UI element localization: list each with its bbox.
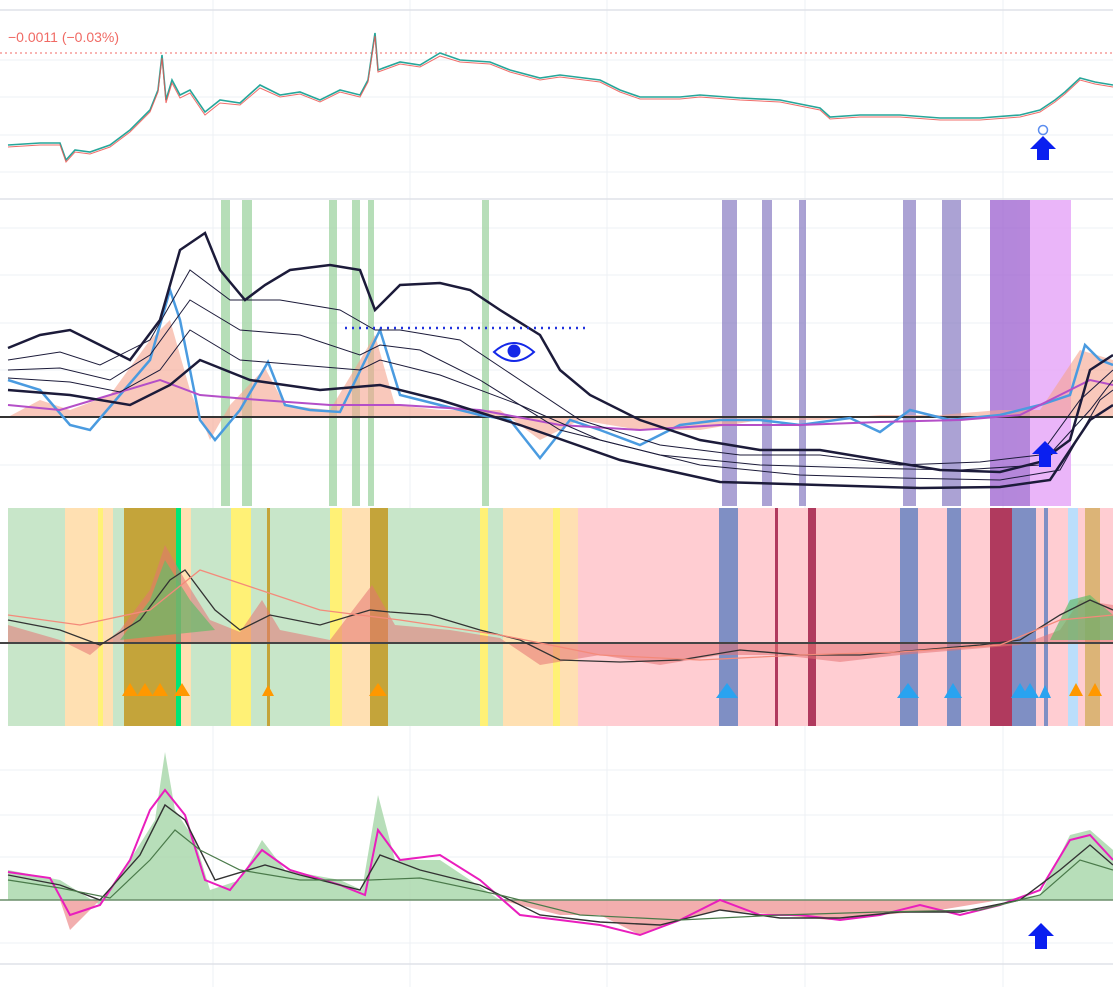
slow-line — [7, 569, 1113, 661]
price-line-down — [7, 35, 1113, 163]
regime-bands — [775, 508, 778, 726]
regime-bands — [1044, 508, 1048, 726]
regime-bands — [330, 508, 342, 726]
signal-line — [7, 803, 1113, 926]
purple-bands — [722, 200, 1030, 506]
regime-bands — [947, 508, 961, 726]
regime-bands — [480, 508, 488, 726]
up-triangles — [122, 683, 138, 696]
slow-line — [7, 378, 1113, 432]
up-triangles — [174, 683, 190, 696]
trend-panel — [0, 508, 1113, 726]
regime-bands — [719, 508, 738, 726]
up-triangles — [369, 683, 387, 696]
eye-icon — [492, 342, 536, 362]
histogram-area — [8, 545, 1113, 665]
signal-arrow — [1032, 441, 1058, 467]
regime-bands — [990, 508, 1012, 726]
blue-triangles — [897, 683, 919, 698]
green-bands — [352, 200, 360, 506]
green-bands — [221, 200, 230, 506]
green-bands — [242, 200, 252, 506]
up-triangles — [262, 685, 274, 696]
up-triangles — [1088, 683, 1102, 696]
oscillator-panel — [0, 200, 1113, 506]
negative-area — [60, 900, 1000, 935]
blue-triangles — [1039, 685, 1051, 698]
slow-line — [7, 829, 1113, 921]
regime-bands — [231, 508, 251, 726]
blue-triangles — [944, 683, 962, 698]
up-triangles — [122, 683, 1102, 696]
eye-icon — [507, 344, 521, 358]
purple-bands — [799, 200, 806, 506]
regime-bands — [808, 508, 816, 726]
envelope-lines — [7, 231, 1113, 490]
green-bands — [482, 200, 489, 506]
price-panel: −0.0011 (−0.03%) — [0, 29, 1113, 163]
green-bands — [329, 200, 337, 506]
purple-bands — [990, 200, 1030, 506]
price-change: −0.0011 (−0.03%) — [8, 29, 119, 45]
histogram-area — [8, 320, 1113, 440]
positive-area — [8, 752, 1113, 905]
purple-bands — [722, 200, 737, 506]
regime-bands — [65, 508, 113, 726]
fast-line — [7, 788, 1113, 937]
signal-line — [7, 569, 1113, 663]
envelope-lines — [7, 329, 1113, 481]
blue-triangles — [716, 683, 1051, 698]
regime-bands — [553, 508, 560, 726]
blue-triangles — [1021, 683, 1039, 698]
up-triangles — [137, 683, 153, 696]
envelope-lines — [7, 269, 1113, 466]
envelope-lines — [7, 358, 1113, 490]
signal-arrow — [1028, 923, 1054, 949]
purple-bands — [903, 200, 916, 506]
regime-bands — [503, 508, 578, 726]
regime-bands — [900, 508, 918, 726]
purple-bands — [762, 200, 772, 506]
eye-icon — [492, 342, 536, 362]
blue-triangles — [716, 683, 738, 698]
momentum-panel — [0, 752, 1113, 949]
up-triangles — [152, 683, 168, 696]
envelope-lines — [7, 299, 1113, 471]
purple-bands — [942, 200, 961, 506]
envelope-lines — [7, 231, 1113, 474]
regime-bands — [98, 508, 103, 726]
signal-arrow — [1030, 136, 1056, 160]
up-triangles — [1069, 683, 1083, 696]
marker-circle — [1037, 124, 1049, 136]
